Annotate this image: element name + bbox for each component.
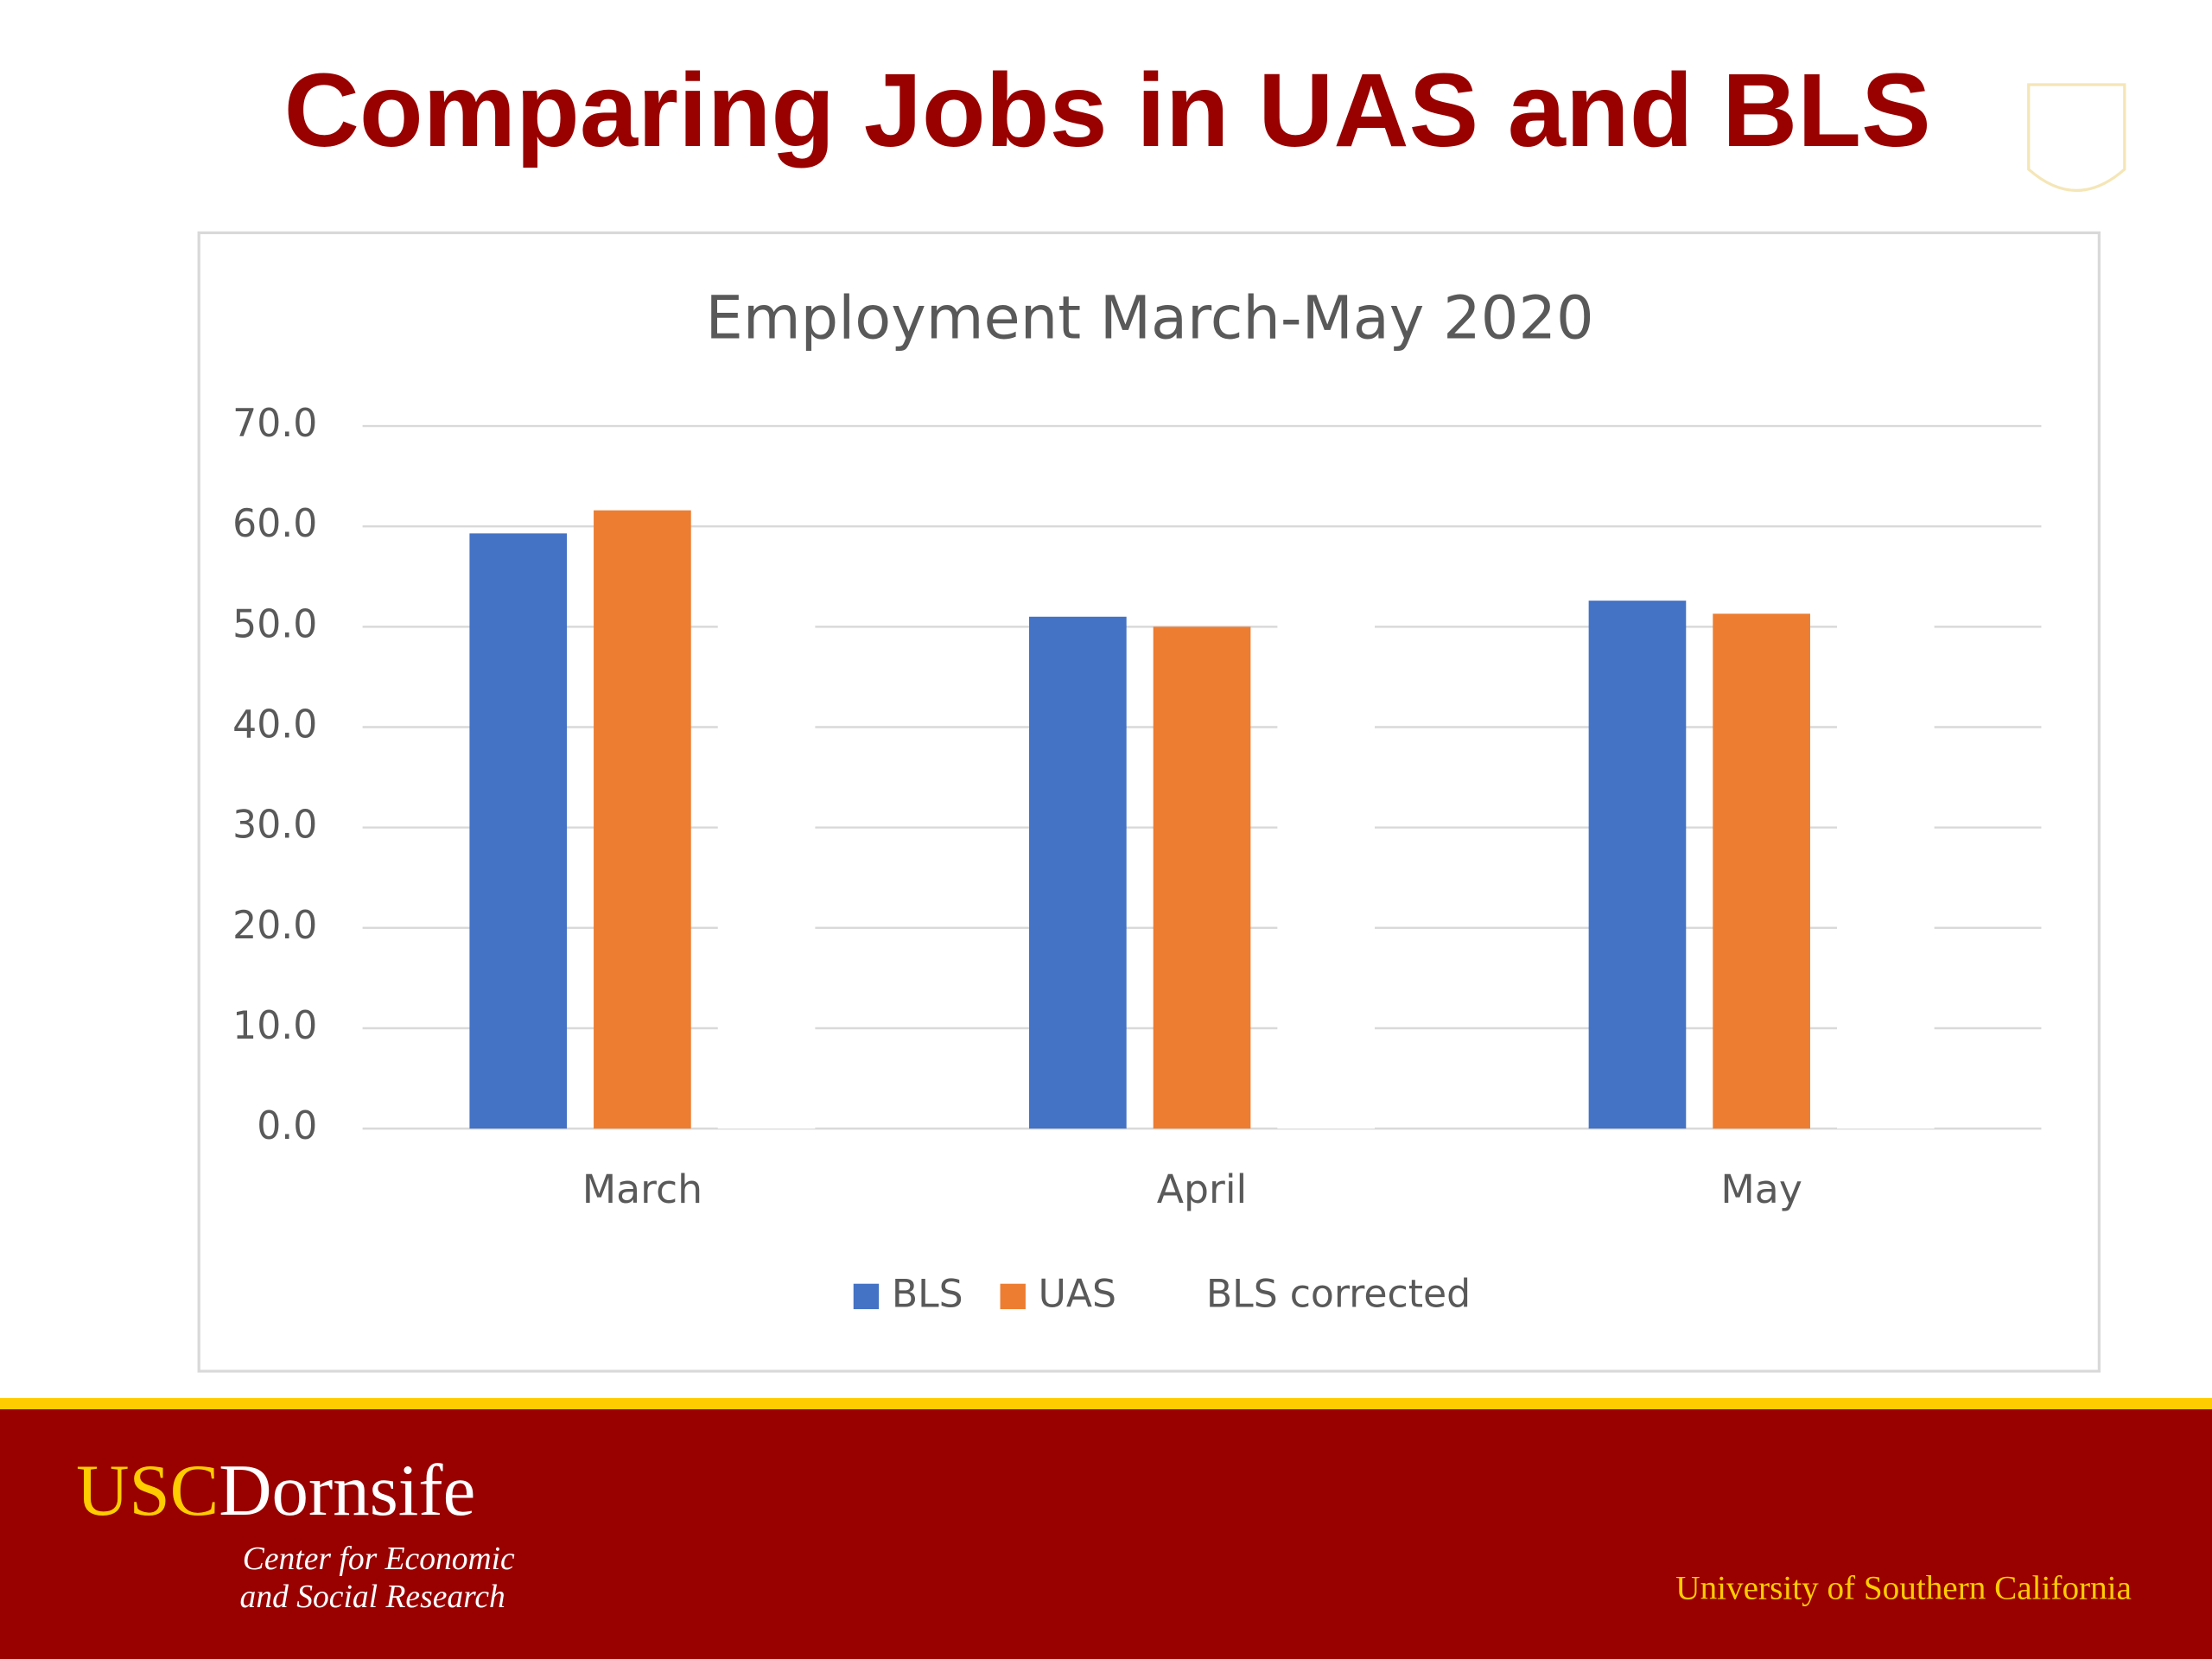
university-name: University of Southern California bbox=[1675, 1570, 2132, 1607]
bar bbox=[594, 510, 691, 1129]
y-tick-label: 50.0 bbox=[232, 602, 317, 646]
legend-label: UAS bbox=[1039, 1272, 1116, 1316]
legend-swatch bbox=[1000, 1283, 1026, 1310]
logo: USCDornsife bbox=[76, 1450, 475, 1531]
bar bbox=[1836, 566, 1935, 1129]
bar bbox=[1029, 616, 1127, 1129]
footer-band bbox=[0, 1409, 2212, 1659]
bar bbox=[469, 533, 568, 1129]
y-tick-label: 30.0 bbox=[232, 804, 317, 848]
logo-usc: USC bbox=[76, 1450, 219, 1531]
y-tick-label: 70.0 bbox=[232, 402, 317, 446]
plot: 0.0 10.0 20.0 30.0 40.0 50.0 60.0 70.0 March Apri… bbox=[232, 402, 2042, 1316]
logo-dornsife: Dornsife bbox=[219, 1450, 475, 1531]
x-tick-label: March bbox=[582, 1166, 702, 1212]
legend-label: BLS bbox=[892, 1272, 963, 1316]
y-tick-label: 20.0 bbox=[232, 904, 317, 948]
bar bbox=[1277, 576, 1376, 1129]
slide-title: Comparing Jobs in UAS and BLS bbox=[284, 52, 1931, 168]
bar bbox=[1153, 626, 1251, 1129]
bar bbox=[717, 571, 816, 1129]
legend-label: BLS corrected bbox=[1206, 1272, 1471, 1316]
y-tick-label: 10.0 bbox=[232, 1004, 317, 1048]
center-name: and Social Research bbox=[240, 1580, 505, 1615]
bar bbox=[1713, 613, 1810, 1129]
bar bbox=[1588, 601, 1687, 1129]
center-name: Center for Economic bbox=[243, 1541, 515, 1577]
chart-title: Employment March-May 2020 bbox=[706, 283, 1594, 353]
legend-swatch bbox=[1167, 1283, 1194, 1310]
x-tick-label: April bbox=[1157, 1166, 1247, 1212]
y-tick-label: 60.0 bbox=[232, 502, 317, 546]
legend-swatch bbox=[853, 1283, 880, 1310]
seal bbox=[2027, 83, 2126, 193]
footer-stripe bbox=[0, 1397, 2212, 1410]
y-tick-label: 40.0 bbox=[232, 703, 317, 747]
x-tick-label: May bbox=[1720, 1166, 1802, 1212]
y-tick-label: 0.0 bbox=[257, 1104, 317, 1148]
